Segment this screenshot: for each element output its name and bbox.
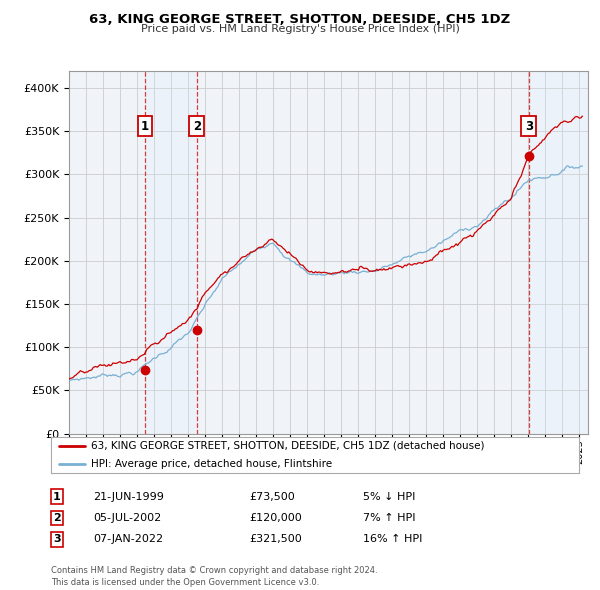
Text: 3: 3 bbox=[53, 535, 61, 544]
Text: £73,500: £73,500 bbox=[249, 492, 295, 502]
Text: Contains HM Land Registry data © Crown copyright and database right 2024.
This d: Contains HM Land Registry data © Crown c… bbox=[51, 566, 377, 587]
Text: 5% ↓ HPI: 5% ↓ HPI bbox=[363, 492, 415, 502]
Text: 3: 3 bbox=[525, 120, 533, 133]
Bar bbox=[529, 71, 588, 434]
Text: HPI: Average price, detached house, Flintshire: HPI: Average price, detached house, Flin… bbox=[91, 459, 332, 469]
Text: 63, KING GEORGE STREET, SHOTTON, DEESIDE, CH5 1DZ (detached house): 63, KING GEORGE STREET, SHOTTON, DEESIDE… bbox=[91, 441, 484, 451]
Text: Price paid vs. HM Land Registry's House Price Index (HPI): Price paid vs. HM Land Registry's House … bbox=[140, 24, 460, 34]
Bar bbox=[145, 71, 197, 434]
Text: 1: 1 bbox=[141, 120, 149, 133]
Text: 2: 2 bbox=[193, 120, 201, 133]
Text: 7% ↑ HPI: 7% ↑ HPI bbox=[363, 513, 415, 523]
Text: £321,500: £321,500 bbox=[249, 535, 302, 544]
Text: £120,000: £120,000 bbox=[249, 513, 302, 523]
Text: 2: 2 bbox=[53, 513, 61, 523]
Text: 07-JAN-2022: 07-JAN-2022 bbox=[93, 535, 163, 544]
Text: 63, KING GEORGE STREET, SHOTTON, DEESIDE, CH5 1DZ: 63, KING GEORGE STREET, SHOTTON, DEESIDE… bbox=[89, 13, 511, 26]
Text: 16% ↑ HPI: 16% ↑ HPI bbox=[363, 535, 422, 544]
Text: 1: 1 bbox=[53, 492, 61, 502]
Text: 05-JUL-2002: 05-JUL-2002 bbox=[93, 513, 161, 523]
Text: 21-JUN-1999: 21-JUN-1999 bbox=[93, 492, 164, 502]
